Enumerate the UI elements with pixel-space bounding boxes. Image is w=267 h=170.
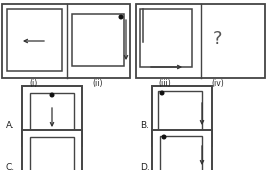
Text: (iv): (iv) [212,79,224,88]
Text: A.: A. [6,122,15,131]
Bar [140,9,192,67]
Bar [2,4,130,78]
Bar [160,136,202,170]
Bar [22,130,82,170]
Circle shape [162,135,166,139]
Bar [30,137,74,170]
Text: D.: D. [140,164,150,170]
Text: (iii): (iii) [159,79,171,88]
Bar [136,4,265,78]
Text: (i): (i) [30,79,38,88]
Bar [30,93,74,139]
Bar [158,91,202,137]
Circle shape [119,15,123,19]
Circle shape [160,91,164,95]
Bar [152,130,212,170]
Text: ?: ? [213,30,223,48]
Text: C.: C. [6,164,15,170]
Text: (ii): (ii) [93,79,103,88]
Bar [152,86,212,146]
Circle shape [50,93,54,97]
Text: B.: B. [140,122,149,131]
Bar [22,86,82,146]
Bar [72,14,124,66]
Bar [7,9,62,71]
